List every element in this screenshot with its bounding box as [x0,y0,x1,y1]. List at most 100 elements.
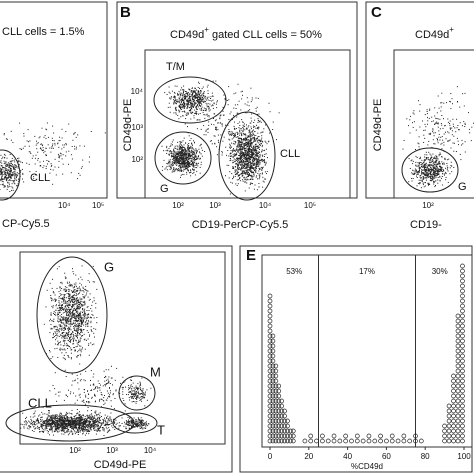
dot [223,136,225,138]
dot [80,328,82,330]
dot [190,170,192,172]
dot [7,172,9,174]
dot [243,139,245,141]
dot [239,156,241,158]
dot [41,411,43,413]
dot [424,166,426,168]
dot [191,108,192,109]
dot [441,166,443,168]
dot [183,94,185,96]
dot [77,355,79,356]
dot [175,152,177,154]
dot [258,165,260,167]
dot [184,159,186,161]
dot [179,166,181,168]
dot [72,316,74,318]
dot [242,148,244,150]
dot [248,135,250,137]
dot [68,331,70,333]
dot [445,138,447,140]
dot [174,156,176,158]
dot [432,172,434,174]
dot [68,319,70,321]
dot [262,155,263,157]
dot [416,170,417,172]
dot [69,327,70,329]
dot [433,171,435,173]
dot [198,156,199,157]
dot [408,181,410,183]
dot [446,165,448,167]
dot [1,174,3,176]
dot [169,145,171,147]
dot [210,105,212,107]
dot [65,310,66,312]
dot [444,174,445,176]
dot [77,331,78,333]
dot [256,140,258,142]
dot [52,147,54,149]
dot [179,106,180,108]
dot [196,163,198,165]
dot [253,134,255,136]
dot [191,112,193,114]
dot [72,312,74,313]
dot [63,354,65,356]
dot [186,162,188,164]
dot [239,130,241,132]
dot [423,159,425,161]
dot [6,166,8,167]
dot [251,99,253,101]
dot [73,326,74,328]
dot [443,118,444,120]
dot [202,95,204,97]
dot [259,163,261,165]
dot [237,172,239,173]
dot [50,327,52,329]
dot [193,172,195,173]
dot [2,171,4,173]
dot [3,174,5,176]
dot [422,169,423,171]
dot [243,177,245,179]
dot [47,136,49,138]
dot [66,304,68,306]
dot [86,319,87,321]
dot [61,319,63,321]
dot [75,317,77,319]
dot [184,159,186,161]
dot [245,157,247,159]
dot [2,178,4,180]
dot [197,104,198,106]
dot [175,158,177,160]
dot [438,169,440,171]
dot [190,103,192,105]
dot [199,151,200,153]
dot [58,157,60,159]
dot [427,171,429,173]
dot [242,121,244,123]
dot [62,322,64,324]
dot [68,329,70,330]
dot [51,137,53,139]
dot [431,161,433,163]
dot [11,157,13,159]
dot [106,417,107,419]
dot [193,100,195,102]
dot [416,157,418,158]
dot [204,117,206,119]
dot [182,104,184,106]
dot [245,154,247,156]
dot [200,96,202,98]
dot [261,169,263,171]
dot [2,165,4,167]
dot [239,152,241,154]
dot [420,177,422,179]
dot [100,425,102,427]
dot [261,151,263,153]
dot [180,89,182,91]
dot [235,134,236,136]
dot [64,328,66,330]
dot [237,172,239,174]
dot [254,155,256,157]
